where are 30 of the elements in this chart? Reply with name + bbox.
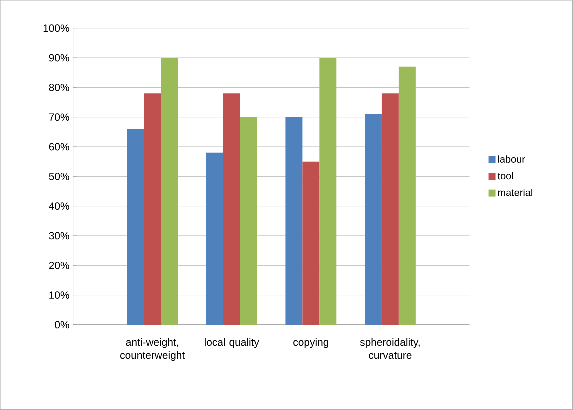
bar [206,152,224,325]
bar [286,117,303,325]
y-tick-label: 80% [49,84,70,92]
x-tick-label: local quality [205,338,260,348]
y-tick-label: 10% [50,291,70,299]
bar [240,117,258,325]
bar [161,58,178,325]
y-tick-label: 20% [49,262,70,270]
bar [302,162,320,325]
bar [398,66,416,325]
y-tick-label: 40% [49,202,70,210]
x-tick-label: anti-weight, counterweight [120,338,186,362]
bar [320,58,337,325]
bar [382,94,399,325]
y-tick-label: 90% [49,54,70,62]
y-tick-label: 0% [55,321,70,329]
y-tick-label: 100% [44,24,70,32]
y-tick-label: 30% [49,232,70,240]
x-tick-label: spheroidality, curvature [360,338,420,359]
y-tick-label: 60% [49,143,70,151]
bar [127,129,144,325]
legend-label: labour [498,156,526,163]
bar [223,94,240,325]
bar [364,114,382,325]
bar [144,94,162,325]
legend-label: material [498,188,532,196]
y-tick-label: 50% [49,172,70,180]
legend-label: tool [498,172,514,180]
y-tick-label: 70% [49,114,70,121]
x-tick-label: copying [294,338,328,348]
